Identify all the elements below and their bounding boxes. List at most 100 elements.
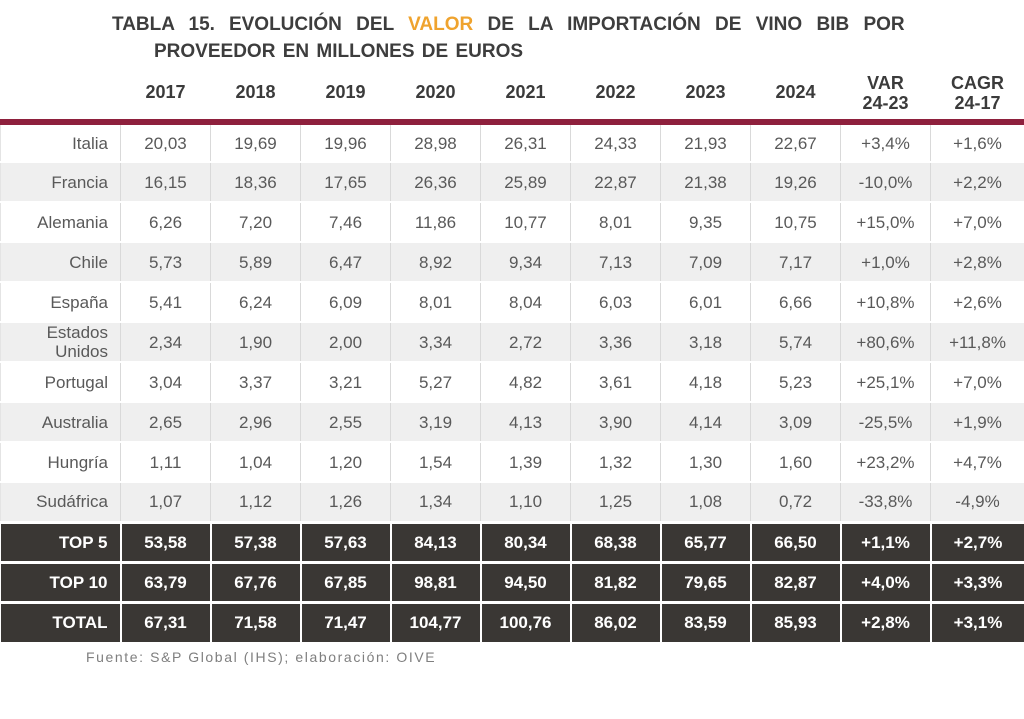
value-cell: 67,76 bbox=[211, 562, 301, 602]
value-cell: 83,59 bbox=[661, 602, 751, 642]
value-cell: 57,38 bbox=[211, 522, 301, 562]
value-cell: 10,75 bbox=[751, 202, 841, 242]
value-cell: 5,27 bbox=[391, 362, 481, 402]
title-highlight-word: VALOR bbox=[408, 14, 473, 35]
row-label: Portugal bbox=[1, 362, 121, 402]
value-cell: 53,58 bbox=[121, 522, 211, 562]
value-cell: 2,34 bbox=[121, 322, 211, 362]
cagr-cell: -4,9% bbox=[931, 482, 1024, 522]
value-cell: 67,31 bbox=[121, 602, 211, 642]
cagr-cell: +7,0% bbox=[931, 362, 1024, 402]
value-cell: 86,02 bbox=[571, 602, 661, 642]
table-title: TABLA 15.EVOLUCIÓN DEL VALOR DE LA IMPOR… bbox=[112, 11, 964, 65]
value-cell: 85,93 bbox=[751, 602, 841, 642]
cagr-cell: +2,6% bbox=[931, 282, 1024, 322]
table-number: TABLA 15. bbox=[112, 14, 215, 35]
var-cell: +15,0% bbox=[841, 202, 931, 242]
value-cell: 8,01 bbox=[571, 202, 661, 242]
value-cell: 6,66 bbox=[751, 282, 841, 322]
value-cell: 4,14 bbox=[661, 402, 751, 442]
row-label: Australia bbox=[1, 402, 121, 442]
row-label: España bbox=[1, 282, 121, 322]
table-title-line1: TABLA 15.EVOLUCIÓN DEL VALOR DE LA IMPOR… bbox=[112, 11, 964, 38]
value-cell: 7,17 bbox=[751, 242, 841, 282]
value-cell: 71,58 bbox=[211, 602, 301, 642]
value-cell: 18,36 bbox=[211, 162, 301, 202]
value-cell: 26,31 bbox=[481, 122, 571, 162]
corner-cell bbox=[1, 68, 121, 122]
row-label: TOP 10 bbox=[1, 562, 121, 602]
value-cell: 79,65 bbox=[661, 562, 751, 602]
value-cell: 19,96 bbox=[301, 122, 391, 162]
value-cell: 22,67 bbox=[751, 122, 841, 162]
header-row: 2017 2018 2019 2020 2021 2022 2023 2024 … bbox=[1, 68, 1024, 122]
value-cell: 9,35 bbox=[661, 202, 751, 242]
value-cell: 5,73 bbox=[121, 242, 211, 282]
var-cell: +80,6% bbox=[841, 322, 931, 362]
value-cell: 1,10 bbox=[481, 482, 571, 522]
value-cell: 1,54 bbox=[391, 442, 481, 482]
value-cell: 17,65 bbox=[301, 162, 391, 202]
value-cell: 3,90 bbox=[571, 402, 661, 442]
cagr-cell: +3,1% bbox=[931, 602, 1024, 642]
row-label: Sudáfrica bbox=[1, 482, 121, 522]
value-cell: 5,89 bbox=[211, 242, 301, 282]
var-cell: -25,5% bbox=[841, 402, 931, 442]
value-cell: 6,24 bbox=[211, 282, 301, 322]
cagr-cell: +2,8% bbox=[931, 242, 1024, 282]
year-header: 2020 bbox=[391, 68, 481, 122]
value-cell: 81,82 bbox=[571, 562, 661, 602]
year-header: 2019 bbox=[301, 68, 391, 122]
value-cell: 2,96 bbox=[211, 402, 301, 442]
value-cell: 8,04 bbox=[481, 282, 571, 322]
value-cell: 9,34 bbox=[481, 242, 571, 282]
value-cell: 63,79 bbox=[121, 562, 211, 602]
value-cell: 66,50 bbox=[751, 522, 841, 562]
value-cell: 20,03 bbox=[121, 122, 211, 162]
value-cell: 10,77 bbox=[481, 202, 571, 242]
cagr-cell: +1,6% bbox=[931, 122, 1024, 162]
row-label: TOTAL bbox=[1, 602, 121, 642]
source-note: Fuente: S&P Global (IHS); elaboración: O… bbox=[86, 649, 1024, 665]
value-cell: 22,87 bbox=[571, 162, 661, 202]
var-cell: +4,0% bbox=[841, 562, 931, 602]
value-cell: 65,77 bbox=[661, 522, 751, 562]
year-header: 2024 bbox=[751, 68, 841, 122]
row-label: Hungría bbox=[1, 442, 121, 482]
row-label: Italia bbox=[1, 122, 121, 162]
value-cell: 4,82 bbox=[481, 362, 571, 402]
var-cell: +25,1% bbox=[841, 362, 931, 402]
cagr-header-line1: CAGR bbox=[931, 73, 1024, 93]
var-header-line1: VAR bbox=[841, 73, 931, 93]
value-cell: 6,26 bbox=[121, 202, 211, 242]
value-cell: 5,23 bbox=[751, 362, 841, 402]
title-suffix: DE LA IMPORTACIÓN DE VINO BIB POR bbox=[488, 14, 905, 35]
value-cell: 68,38 bbox=[571, 522, 661, 562]
value-cell: 6,47 bbox=[301, 242, 391, 282]
value-cell: 19,26 bbox=[751, 162, 841, 202]
value-cell: 1,20 bbox=[301, 442, 391, 482]
value-cell: 3,19 bbox=[391, 402, 481, 442]
value-cell: 4,18 bbox=[661, 362, 751, 402]
value-cell: 1,04 bbox=[211, 442, 301, 482]
year-header: 2023 bbox=[661, 68, 751, 122]
value-cell: 6,03 bbox=[571, 282, 661, 322]
year-header: 2018 bbox=[211, 68, 301, 122]
value-cell: 104,77 bbox=[391, 602, 481, 642]
cagr-cell: +2,7% bbox=[931, 522, 1024, 562]
value-cell: 6,01 bbox=[661, 282, 751, 322]
cagr-header-line2: 24-17 bbox=[931, 93, 1024, 113]
row-label: Estados Unidos bbox=[1, 322, 121, 362]
import-value-table: 2017 2018 2019 2020 2021 2022 2023 2024 … bbox=[0, 68, 1024, 642]
value-cell: 1,39 bbox=[481, 442, 571, 482]
value-cell: 26,36 bbox=[391, 162, 481, 202]
value-cell: 8,92 bbox=[391, 242, 481, 282]
value-cell: 4,13 bbox=[481, 402, 571, 442]
